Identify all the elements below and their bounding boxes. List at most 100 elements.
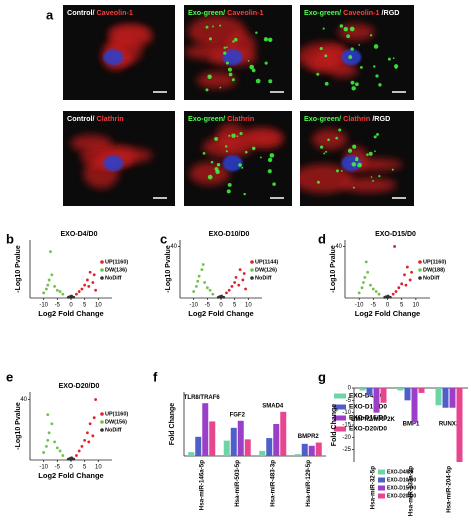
nucleus: [103, 49, 124, 66]
point: [50, 422, 54, 426]
point: [403, 273, 406, 277]
cells: [70, 134, 153, 189]
legend-swatch: [378, 493, 385, 499]
point: [86, 278, 89, 282]
legend-label: EXO-D20/D0: [387, 493, 416, 499]
x-axis-label: Log2 Fold Change: [38, 309, 103, 318]
y-axis-label: -Log10 Pvalue: [165, 245, 172, 293]
exo-dot: [212, 25, 214, 28]
annotation: BMPR2/MAP2K: [351, 417, 395, 423]
exo-dot: [316, 180, 320, 184]
exo-dot: [393, 64, 399, 69]
point: [227, 288, 231, 292]
x-tick-label: 10: [245, 303, 252, 309]
point: [58, 290, 62, 293]
exo-dot: [244, 150, 248, 154]
point: [363, 275, 367, 279]
exo-dot: [374, 150, 376, 153]
caption-part: Control/: [67, 8, 95, 17]
exo-dot: [268, 37, 273, 43]
exo-dot: [234, 37, 238, 42]
exo-dot: [346, 34, 350, 39]
bar: [259, 450, 266, 456]
point: [86, 431, 89, 435]
exo-dot: [339, 24, 344, 28]
exo-dot: [239, 131, 243, 136]
point: [80, 445, 84, 448]
point: [410, 270, 413, 274]
x-tick-label: 5: [83, 465, 87, 471]
y-axis-label: Fold Change: [169, 403, 176, 445]
micrograph: Exo-green/Caveolin-1/RGD: [300, 5, 414, 100]
point: [75, 454, 78, 457]
point: [88, 270, 92, 274]
nucleus: [222, 155, 243, 172]
point: [211, 292, 215, 296]
point: [230, 285, 234, 288]
caption-part: Caveolin-1: [227, 8, 263, 17]
point: [374, 290, 378, 293]
legend-label: NoDiff: [105, 275, 122, 281]
x-tick-label: -5: [371, 303, 377, 309]
bar: [237, 420, 244, 456]
y-tick-label: -5: [346, 398, 352, 404]
exo-dot: [366, 153, 369, 156]
exo-dot: [375, 74, 379, 78]
y-axis-label: -Log10 Pvalue: [330, 245, 337, 293]
bar: [301, 443, 308, 456]
exo-dot: [349, 26, 355, 32]
point: [360, 286, 364, 290]
exo-dot: [208, 37, 213, 41]
y-tick-label: 40: [170, 244, 177, 250]
annotation: RUNX2: [439, 422, 460, 428]
legend-marker: [100, 428, 104, 432]
x-tick-label: -10: [39, 465, 48, 471]
exo-dot: [316, 72, 320, 76]
point: [404, 283, 408, 287]
point: [369, 283, 372, 287]
legend-marker: [250, 260, 254, 264]
point: [47, 431, 51, 435]
x-tick-label: Hsa-miR-129-5p: [305, 460, 312, 507]
x-axis-label: Log2 Fold Change: [188, 309, 253, 318]
cells: [300, 128, 403, 194]
image-caption: Exo-green/Caveolin-1: [188, 8, 264, 17]
y-tick-label: 0: [348, 386, 352, 392]
legend-label: EXO-D15/D0: [387, 485, 416, 491]
point: [77, 449, 81, 453]
point: [203, 281, 207, 284]
exo-dot: [323, 152, 326, 155]
exo-dot: [231, 133, 236, 138]
point: [42, 451, 46, 454]
panel-letter: e: [6, 369, 13, 384]
exo-dot: [325, 150, 328, 153]
legend-marker: [418, 276, 422, 280]
image-caption: Control/Caveolin-1: [67, 8, 133, 17]
legend-label: EXO-D10/D0: [349, 404, 387, 411]
exo-dot: [219, 24, 222, 27]
cell: [70, 134, 112, 152]
exo-dot: [269, 153, 275, 158]
x-tick-label: -5: [205, 303, 211, 309]
legend-marker: [100, 412, 104, 416]
exo-dot: [319, 46, 323, 51]
annotation: BMPR2: [298, 434, 320, 440]
point: [362, 281, 365, 284]
legend-label: EXO-D20/D0: [349, 426, 387, 433]
panel-letter: g: [318, 369, 326, 384]
point: [49, 250, 52, 254]
bar: [449, 388, 456, 408]
bar: [308, 445, 315, 456]
bar: [442, 388, 449, 408]
point: [357, 291, 361, 295]
exo-dot: [350, 47, 354, 51]
bar: [418, 388, 425, 393]
point: [386, 294, 390, 298]
x-tick-label: 5: [233, 303, 237, 309]
point: [87, 440, 91, 444]
exo-dot: [350, 80, 355, 85]
x-tick-label: -5: [55, 465, 61, 471]
legend-swatch: [334, 393, 346, 399]
point: [45, 287, 48, 291]
